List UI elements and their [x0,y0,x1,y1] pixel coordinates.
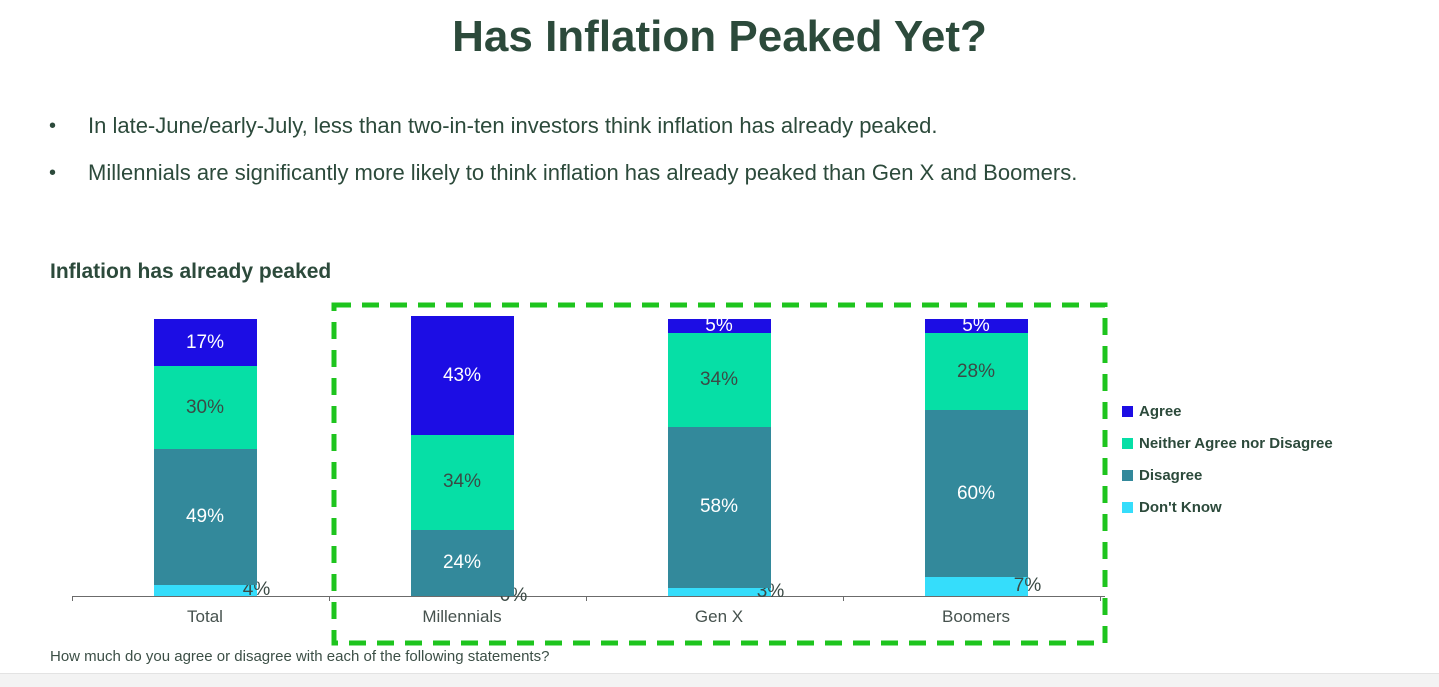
bar-segment [153,584,257,596]
axis-tick [1100,596,1101,601]
legend-item: Don't Know [1122,497,1333,517]
bullet-item: In late-June/early-July, less than two-i… [45,112,1385,140]
legend-swatch-icon [1122,501,1133,513]
category-label: Gen X [694,607,744,626]
bar-segment [924,319,1028,333]
page-title: Has Inflation Peaked Yet? [452,12,987,61]
bar-segment [924,576,1028,596]
bar-segment [924,410,1028,577]
axis-tick [586,596,587,601]
bar-segment [153,366,257,450]
bar-segment [667,332,771,428]
legend-swatch-icon [1122,469,1133,481]
category-label: Total [187,607,223,626]
data-label: 5% [962,314,990,336]
legend-item: Neither Agree nor Disagree [1122,433,1333,453]
bullet-item: Millennials are significantly more likel… [45,159,1385,187]
bar-segment [153,449,257,585]
data-label: 60% [956,482,996,504]
data-label: 30% [185,396,225,418]
chart-title: Inflation has already peaked [50,260,332,283]
data-label: 34% [699,368,739,390]
bar-segment [410,435,514,530]
legend-swatch-icon [1122,405,1133,417]
x-axis [72,596,1105,597]
category-label: Boomers [941,607,1011,626]
category-label: Millennials [422,607,502,626]
data-label: 17% [185,331,225,353]
data-label: 28% [956,360,996,382]
data-label: 49% [185,506,225,528]
bar-segment [667,587,771,596]
legend-label: Don't Know [1139,498,1222,516]
highlight-box [331,302,1108,646]
bar-segment [667,319,771,333]
data-label: 24% [442,551,482,573]
bottom-strip [0,673,1439,687]
bar-segment [153,319,257,367]
bullet-list: In late-June/early-July, less than two-i… [45,112,1385,206]
legend-item: Agree [1122,401,1333,421]
bar-segment [410,529,514,596]
survey-question-footnote: How much do you agree or disagree with e… [50,648,550,665]
legend-label: Disagree [1139,466,1203,484]
legend-swatch-icon [1122,437,1133,449]
chart-legend: Agree Neither Agree nor Disagree Disagree D… [1122,401,1333,517]
bar-segment [667,427,771,588]
bar-segment [924,332,1028,411]
axis-tick [329,596,330,601]
data-label: 7% [1013,575,1042,597]
legend-label: Neither Agree nor Disagree [1139,434,1333,452]
axis-tick [72,596,73,601]
legend-item: Disagree [1122,465,1333,485]
legend-label: Agree [1139,402,1182,420]
data-label: 4% [242,579,271,601]
data-label: 34% [442,471,482,493]
bar-segment [410,316,514,436]
data-label: 5% [705,314,733,336]
axis-tick [843,596,844,601]
data-label: 58% [699,496,739,518]
data-label: 43% [442,364,482,386]
